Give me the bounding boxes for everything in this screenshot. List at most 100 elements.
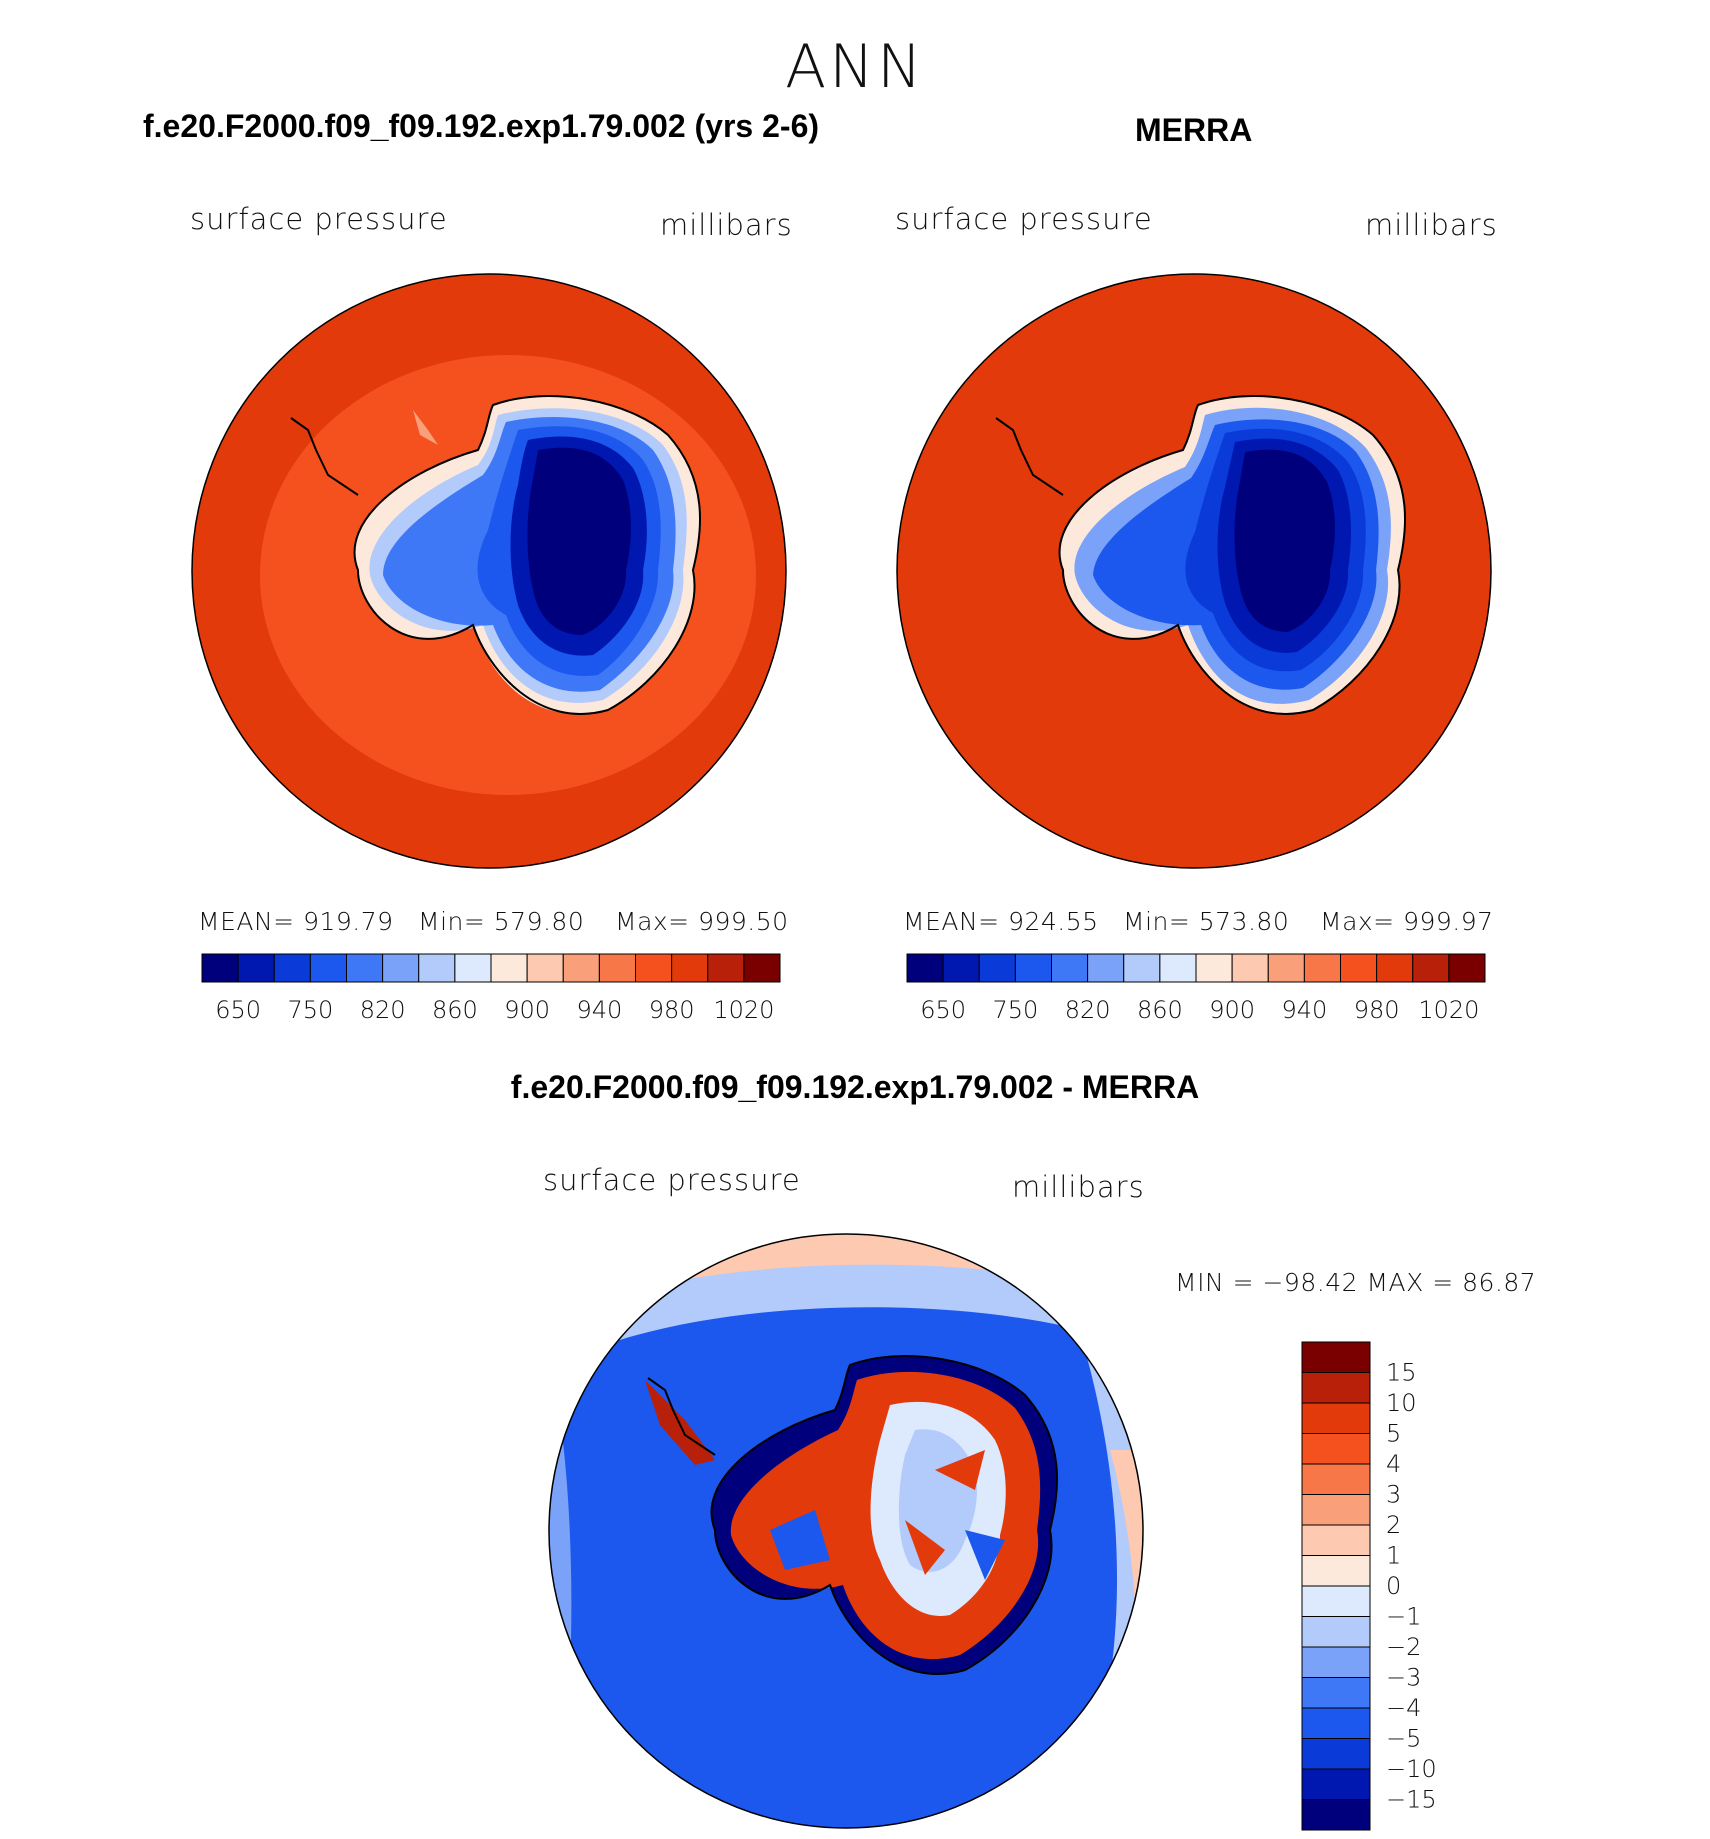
colorbar-swatch <box>382 953 420 983</box>
colorbar-swatch <box>1340 953 1378 983</box>
colorbar-swatch <box>707 953 745 983</box>
colorbar-swatch <box>490 953 528 983</box>
colorbar-swatch <box>1231 953 1269 983</box>
colorbar-tick-label: 820 <box>1065 996 1111 1024</box>
colorbar: 650 750 820 860 900 940 980 1020 <box>906 953 1486 1024</box>
colorbar-swatch <box>1087 953 1125 983</box>
colorbar-swatch <box>1301 1433 1371 1465</box>
colorbar-tick-label: 1020 <box>713 996 774 1024</box>
colorbar-tick-label: 750 <box>992 996 1038 1024</box>
colorbar-swatch <box>1376 953 1414 983</box>
south-polar-map <box>548 1233 1144 1829</box>
max-label: Max= 999.97 <box>1320 907 1494 936</box>
colorbar-swatch <box>1301 1555 1371 1587</box>
colorbar-swatch <box>454 953 492 983</box>
colorbar-swatch <box>1301 1494 1371 1526</box>
colorbar-tick-label: 2 <box>1386 1511 1401 1539</box>
panel-units-label: millibars <box>1365 208 1498 242</box>
colorbar-swatch <box>201 953 239 983</box>
colorbar-tick-label: −3 <box>1386 1664 1421 1692</box>
colorbar-swatch <box>635 953 673 983</box>
panel-units-label: millibars <box>1012 1170 1145 1204</box>
min-label: Min= 579.80 <box>418 907 585 936</box>
colorbar-swatch <box>273 953 311 983</box>
colorbar-swatch <box>1448 953 1486 983</box>
colorbar-tick-label: 650 <box>215 996 261 1024</box>
min-label: Min= 573.80 <box>1123 907 1290 936</box>
colorbar-swatch <box>1301 1524 1371 1556</box>
colorbar-tick-label: 980 <box>649 996 695 1024</box>
colorbar-swatch <box>1301 1768 1371 1800</box>
colorbar-swatch <box>1301 1738 1371 1770</box>
colorbar-tick-label: 0 <box>1386 1572 1401 1600</box>
colorbar: 650 750 820 860 900 940 980 1020 <box>201 953 781 1024</box>
colorbar-swatch <box>1051 953 1089 983</box>
colorbar-swatch <box>671 953 709 983</box>
colorbar-swatch <box>1301 1463 1371 1495</box>
colorbar-swatch <box>1267 953 1305 983</box>
colorbar-swatch <box>1301 1799 1371 1831</box>
panel-title-model: f.e20.F2000.f09_f09.192.exp1.79.002 (yrs… <box>143 108 820 144</box>
colorbar-swatch <box>1301 1677 1371 1709</box>
colorbar-swatch <box>1123 953 1161 983</box>
colorbar-swatch <box>743 953 781 983</box>
colorbar-tick-label: −4 <box>1386 1694 1421 1722</box>
colorbar-swatch <box>1301 1707 1371 1739</box>
colorbar-tick-label: 900 <box>1209 996 1255 1024</box>
colorbar-swatch <box>1301 1341 1371 1373</box>
colorbar-tick-label: 15 <box>1386 1359 1417 1387</box>
colorbar-tick-label: −15 <box>1386 1786 1437 1814</box>
colorbar-tick-label: 860 <box>1137 996 1183 1024</box>
panel-title-obs: MERRA <box>1135 112 1253 148</box>
colorbar-swatch <box>1014 953 1052 983</box>
colorbar-swatch <box>1195 953 1233 983</box>
colorbar-tick-label: 5 <box>1386 1420 1401 1448</box>
colorbar-swatch <box>346 953 384 983</box>
colorbar-swatch <box>978 953 1016 983</box>
colorbar-tick-label: 940 <box>1281 996 1327 1024</box>
colorbar-swatch <box>418 953 456 983</box>
colorbar-tick-label: 4 <box>1386 1450 1401 1478</box>
colorbar-tick-label: −2 <box>1386 1633 1421 1661</box>
colorbar-swatch <box>598 953 636 983</box>
colorbar-tick-label: 980 <box>1354 996 1400 1024</box>
colorbar-swatch <box>562 953 600 983</box>
colorbar-tick-label: 750 <box>287 996 333 1024</box>
colorbar-tick-label: 860 <box>432 996 478 1024</box>
colorbar-swatch <box>1301 1585 1371 1617</box>
mean-label: MEAN= 919.79 <box>198 907 394 936</box>
colorbar-swatch <box>237 953 275 983</box>
panel-variable-label: surface pressure <box>190 202 448 236</box>
colorbar-swatch <box>1301 1616 1371 1648</box>
colorbar-tick-label: 650 <box>920 996 966 1024</box>
colorbar-swatch <box>309 953 347 983</box>
minmax-label: MIN = −98.42 MAX = 86.87 <box>1175 1268 1537 1297</box>
colorbar-tick-label: −5 <box>1386 1725 1421 1753</box>
colorbar-tick-label: −10 <box>1386 1755 1437 1783</box>
mean-label: MEAN= 924.55 <box>903 907 1099 936</box>
south-polar-map <box>896 273 1492 869</box>
colorbar-swatch <box>1159 953 1197 983</box>
colorbar-swatch <box>942 953 980 983</box>
colorbar-tick-label: 1 <box>1386 1542 1401 1570</box>
colorbar-tick-label: 1020 <box>1418 996 1479 1024</box>
panel-units-label: millibars <box>660 208 793 242</box>
panel-variable-label: surface pressure <box>543 1163 801 1197</box>
colorbar-tick-label: 940 <box>576 996 622 1024</box>
max-label: Max= 999.50 <box>615 907 789 936</box>
colorbar-swatch <box>1301 1646 1371 1678</box>
colorbar-swatch <box>1301 1372 1371 1404</box>
colorbar-tick-label: 820 <box>360 996 406 1024</box>
colorbar-tick-label: −1 <box>1386 1603 1421 1631</box>
colorbar-tick-label: 10 <box>1386 1389 1417 1417</box>
colorbar-swatch <box>1301 1402 1371 1434</box>
colorbar-tick-label: 900 <box>504 996 550 1024</box>
colorbar-swatch <box>906 953 944 983</box>
colorbar-swatch <box>1412 953 1450 983</box>
colorbar-swatch <box>1303 953 1341 983</box>
figure-title: ANN <box>785 32 925 102</box>
colorbar-tick-label: 3 <box>1386 1481 1401 1509</box>
colorbar-swatch <box>526 953 564 983</box>
panel-title-diff: f.e20.F2000.f09_f09.192.exp1.79.002 - ME… <box>510 1069 1200 1105</box>
